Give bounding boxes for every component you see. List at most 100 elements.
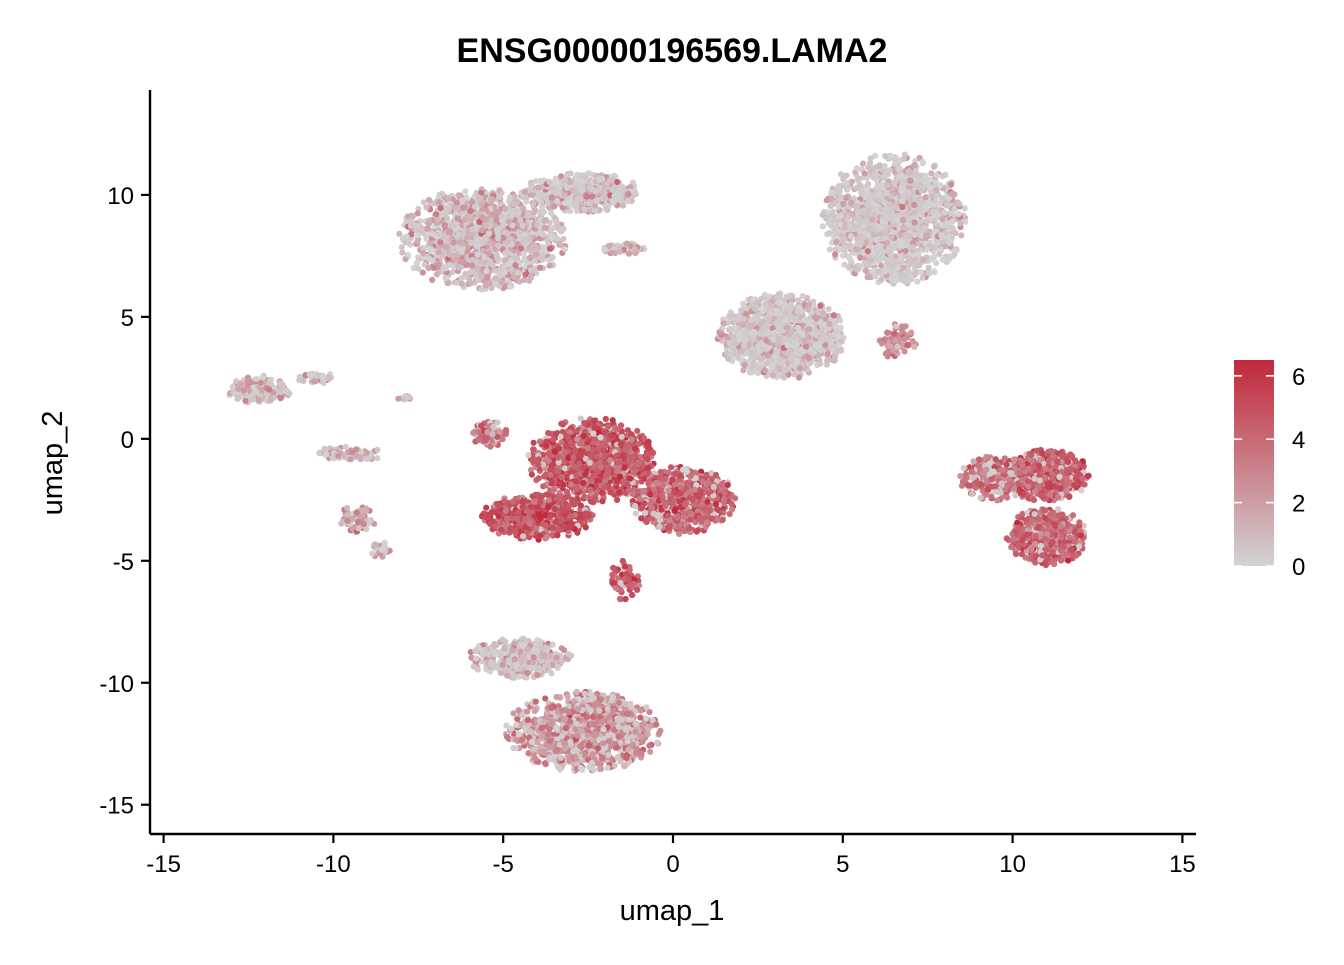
cell-point <box>839 238 846 245</box>
cell-point <box>936 251 943 258</box>
cell-point <box>535 184 542 191</box>
cell-point <box>554 198 561 205</box>
cell-point <box>320 379 327 386</box>
cell-point <box>578 172 585 179</box>
cell-point <box>539 256 546 263</box>
cell-point <box>541 217 548 224</box>
cell-point <box>832 251 839 258</box>
cell-point <box>741 361 748 368</box>
cell-point <box>234 394 242 401</box>
cell-point <box>481 254 488 261</box>
cell-point <box>906 191 913 198</box>
cell-point <box>796 365 804 372</box>
cell-point <box>907 169 914 176</box>
cell-point <box>551 203 558 210</box>
cell-point <box>930 163 938 170</box>
cell-point <box>784 342 791 349</box>
cell-point <box>524 209 531 216</box>
cell-point <box>897 272 905 279</box>
cell-point <box>751 329 758 336</box>
cell-point <box>533 251 540 258</box>
cell-point <box>553 217 560 224</box>
cell-point <box>937 182 944 189</box>
cell-point <box>899 203 906 211</box>
cell-point <box>279 381 286 388</box>
cell-point <box>624 197 631 205</box>
cell-point <box>539 231 546 238</box>
cell-point <box>749 296 756 303</box>
cell-point <box>895 165 902 172</box>
cell-point <box>425 265 432 272</box>
cell-point <box>921 225 928 232</box>
cell-point <box>469 262 476 269</box>
cell-point <box>725 355 732 362</box>
cell-point <box>933 172 940 179</box>
cell-point <box>848 199 855 206</box>
cell-point <box>474 236 481 244</box>
cell-point <box>824 357 831 364</box>
cell-point <box>467 208 474 215</box>
cell-point <box>790 338 797 345</box>
cell-point <box>507 235 514 243</box>
cell-point <box>878 193 885 200</box>
cell-point <box>502 250 509 257</box>
cell-point <box>437 239 444 246</box>
cell-point <box>460 258 467 265</box>
cell-point <box>439 252 447 260</box>
cell-point <box>493 216 500 224</box>
cell-point <box>782 310 789 317</box>
cell-point <box>947 253 954 260</box>
cell-point <box>727 325 734 333</box>
cell-point <box>867 155 874 162</box>
cell-point <box>758 355 765 362</box>
cell-point <box>496 267 503 274</box>
cell-point <box>917 197 924 204</box>
cell-point <box>469 226 476 233</box>
cell-point <box>774 308 781 315</box>
points-layer <box>226 151 1092 774</box>
cell-point <box>788 301 795 308</box>
cell-point <box>824 350 831 357</box>
cell-point <box>501 205 509 213</box>
cell-point <box>458 275 465 282</box>
cell-point <box>902 278 909 285</box>
cell-point <box>505 278 512 285</box>
cell-point <box>267 397 274 404</box>
cell-point <box>944 202 951 209</box>
cell-point <box>507 283 514 290</box>
cell-point <box>858 190 865 197</box>
cell-point <box>489 261 496 268</box>
cell-point <box>408 231 415 238</box>
cell-point <box>926 228 933 235</box>
cell-point <box>898 177 906 184</box>
cell-point <box>940 256 947 263</box>
cell-point <box>471 203 479 210</box>
cell-point <box>934 239 941 247</box>
cell-point <box>840 176 847 183</box>
cell-point <box>420 199 427 206</box>
cell-point <box>957 219 964 227</box>
cell-point <box>881 199 888 206</box>
cell-point <box>520 276 527 283</box>
cell-point <box>531 207 539 214</box>
cell-point <box>614 178 621 186</box>
cell-point <box>414 210 421 217</box>
cell-point <box>789 362 796 369</box>
cell-point <box>792 350 799 357</box>
cell-point <box>541 224 548 231</box>
cell-point <box>882 153 889 160</box>
cell-point <box>267 376 275 383</box>
cell-point <box>486 240 494 247</box>
cell-point <box>873 176 881 183</box>
cell-point <box>900 155 908 162</box>
cell-point <box>918 187 925 194</box>
cell-point <box>754 370 762 377</box>
cell-point <box>757 330 764 337</box>
cell-point <box>881 268 888 275</box>
cell-point <box>556 188 563 195</box>
cell-point <box>282 388 289 395</box>
cell-point <box>929 192 936 199</box>
cell-point <box>892 337 899 344</box>
cell-point <box>484 274 491 281</box>
cell-point <box>558 228 565 235</box>
